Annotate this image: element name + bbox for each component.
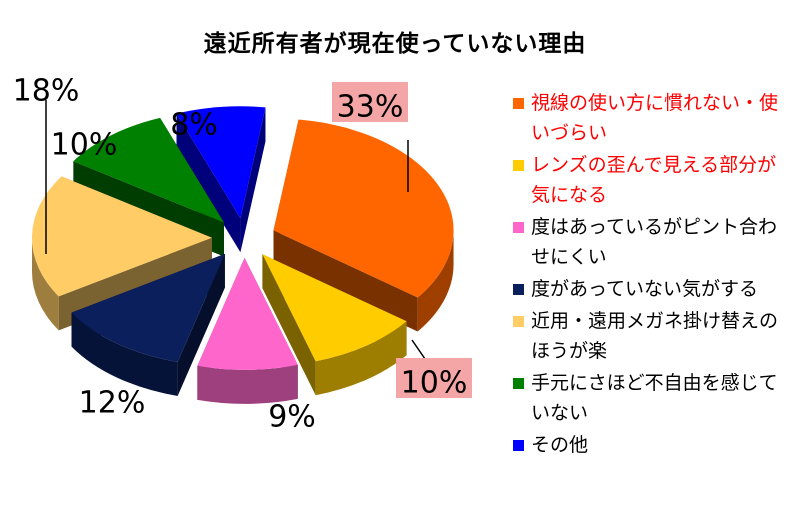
legend-swatch: [513, 378, 524, 389]
legend-swatch: [513, 222, 524, 233]
legend-item: 度があっていない気がする: [512, 274, 782, 304]
pie-slice-wall: [240, 107, 266, 253]
legend-item: 近用・遠用メガネ掛け替えのほうが楽: [512, 306, 782, 366]
data-label: 18%: [13, 74, 80, 109]
pie-slice-wall: [273, 230, 418, 332]
pie-slice: [197, 257, 298, 370]
data-label-highlight: [396, 358, 472, 398]
pie-slice-side: [197, 364, 298, 404]
pie-slice: [262, 254, 407, 362]
data-label: 8%: [170, 108, 218, 143]
legend-swatch: [513, 316, 524, 327]
legend-label: 手元にさほど不自由を感じていない: [531, 372, 778, 424]
legend: 視線の使い方に慣れない・使いづらい レンズの歪んで見える部分が気になる 度はあっ…: [512, 88, 782, 462]
legend-label: 度があっていない気がする: [531, 278, 759, 300]
legend-swatch: [513, 284, 524, 295]
data-label: 9%: [268, 400, 316, 435]
legend-swatch: [513, 440, 524, 451]
pie-slice-side: [417, 230, 454, 332]
legend-label: レンズの歪んで見える部分が気になる: [531, 154, 777, 206]
legend-item: レンズの歪んで見える部分が気になる: [512, 150, 782, 210]
legend-label: 近用・遠用メガネ掛け替えのほうが楽: [531, 310, 779, 362]
legend-swatch: [513, 160, 524, 171]
legend-item: その他: [512, 430, 782, 460]
pie-slice: [176, 106, 266, 219]
pie-slice: [32, 176, 213, 297]
legend-label: 視線の使い方に慣れない・使いづらい: [531, 92, 779, 144]
pie-labels: 33% 10% 9% 12% 18% 10% 8%: [13, 74, 472, 435]
pie-slice: [71, 253, 225, 362]
pie-slice-wall: [262, 254, 316, 396]
legend-swatch: [513, 98, 524, 109]
data-label: 10%: [51, 128, 118, 163]
pie-slice-side: [315, 321, 407, 396]
pie-slice-side: [71, 312, 178, 396]
chart-title: 遠近所有者が現在使っていない理由: [203, 31, 587, 57]
legend-label: その他: [531, 434, 589, 456]
data-label: 10%: [401, 366, 468, 401]
data-label: 12%: [79, 386, 146, 421]
pie-slice-side: [32, 237, 59, 331]
pie-slice-wall: [176, 113, 241, 253]
legend-label: 度はあっているがピント合わせにくい: [531, 216, 778, 268]
legend-item: 度はあっているがピント合わせにくい: [512, 212, 782, 272]
pie-slice: [73, 117, 224, 223]
legend-item: 視線の使い方に慣れない・使いづらい: [512, 88, 782, 148]
data-label: 33%: [337, 90, 404, 125]
legend-item: 手元にさほど不自由を感じていない: [512, 368, 782, 428]
data-label-highlight: [332, 82, 408, 122]
